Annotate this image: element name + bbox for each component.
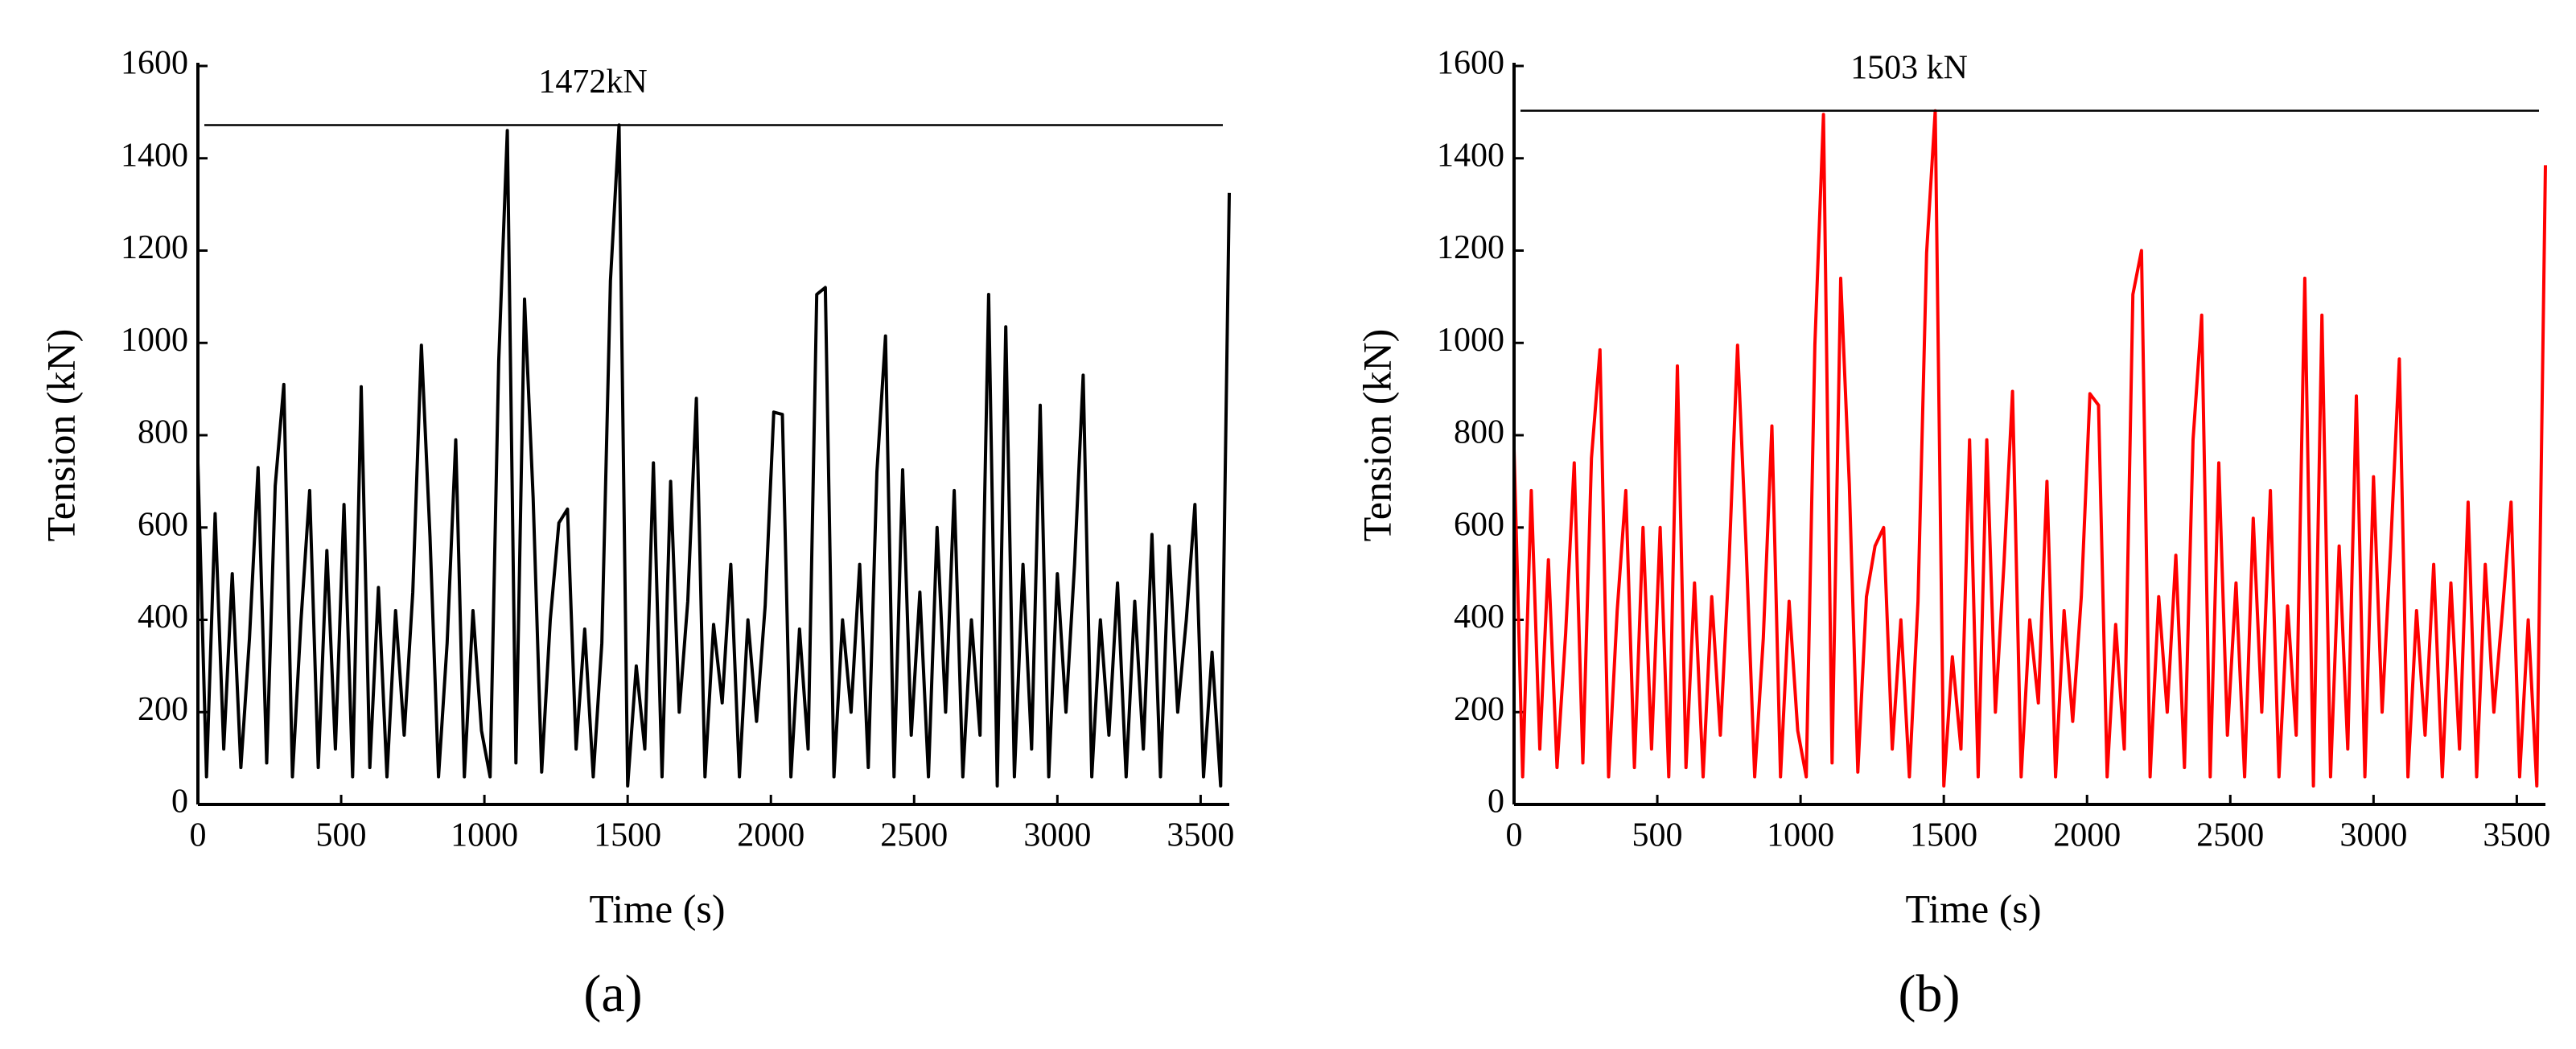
y-tick-label: 1000 xyxy=(121,322,188,359)
x-tick-label: 2000 xyxy=(2053,817,2121,854)
data-line xyxy=(196,123,1231,788)
panel-label: (b) xyxy=(1899,965,1961,1023)
x-tick-label: 2000 xyxy=(737,817,804,854)
y-tick-label: 1200 xyxy=(1437,229,1504,266)
y-tick-label: 1600 xyxy=(121,45,188,82)
y-tick-label: 1600 xyxy=(1437,45,1504,82)
x-tick-label: 1000 xyxy=(451,817,518,854)
y-tick-label: 800 xyxy=(138,414,188,451)
x-tick-label: 500 xyxy=(316,817,367,854)
y-tick-label: 200 xyxy=(1454,691,1504,728)
panel-label: (a) xyxy=(583,965,642,1023)
x-tick-label: 500 xyxy=(1632,817,1683,854)
x-axis-title: Time (s) xyxy=(589,886,725,931)
x-tick-label: 2500 xyxy=(880,817,948,854)
x-tick-label: 3500 xyxy=(1167,817,1234,854)
y-tick-label: 400 xyxy=(138,599,188,636)
y-tick-label: 0 xyxy=(1488,784,1504,821)
x-tick-label: 1500 xyxy=(1910,817,1977,854)
x-tick-label: 0 xyxy=(1506,817,1523,854)
y-tick-label: 600 xyxy=(1454,506,1504,543)
x-tick-label: 3000 xyxy=(1023,817,1091,854)
y-axis-title: Tension (kN) xyxy=(38,329,83,542)
x-tick-label: 0 xyxy=(190,817,207,854)
x-tick-label: 1500 xyxy=(594,817,661,854)
y-tick-label: 400 xyxy=(1454,599,1504,636)
y-tick-label: 1400 xyxy=(1437,137,1504,174)
y-tick-label: 1400 xyxy=(121,137,188,174)
reference-label: 1472kN xyxy=(538,64,647,101)
x-tick-label: 3500 xyxy=(2483,817,2550,854)
x-axis-title: Time (s) xyxy=(1905,886,2041,931)
x-tick-label: 2500 xyxy=(2196,817,2264,854)
y-tick-label: 600 xyxy=(138,506,188,543)
y-tick-label: 200 xyxy=(138,691,188,728)
y-tick-label: 800 xyxy=(1454,414,1504,451)
data-line xyxy=(1512,109,2547,788)
y-tick-label: 0 xyxy=(171,784,188,821)
x-tick-label: 1000 xyxy=(1767,817,1834,854)
y-tick-label: 1200 xyxy=(121,229,188,266)
y-axis-title: Tension (kN) xyxy=(1354,329,1399,542)
y-tick-label: 1000 xyxy=(1437,322,1504,359)
reference-label: 1503 kN xyxy=(1850,49,1968,86)
x-tick-label: 3000 xyxy=(2339,817,2407,854)
